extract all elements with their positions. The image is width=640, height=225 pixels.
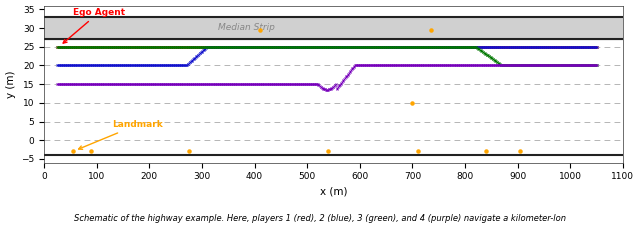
- X-axis label: x (m): x (m): [320, 187, 348, 197]
- Y-axis label: y (m): y (m): [6, 70, 15, 98]
- Text: Landmark: Landmark: [79, 120, 163, 149]
- Bar: [44, 17, 623, 39]
- Text: Median Strip: Median Strip: [218, 23, 275, 32]
- Text: Ego Agent: Ego Agent: [63, 8, 125, 43]
- Text: Schematic of the highway example. Here, players 1 (red), 2 (blue), 3 (green), an: Schematic of the highway example. Here, …: [74, 214, 566, 223]
